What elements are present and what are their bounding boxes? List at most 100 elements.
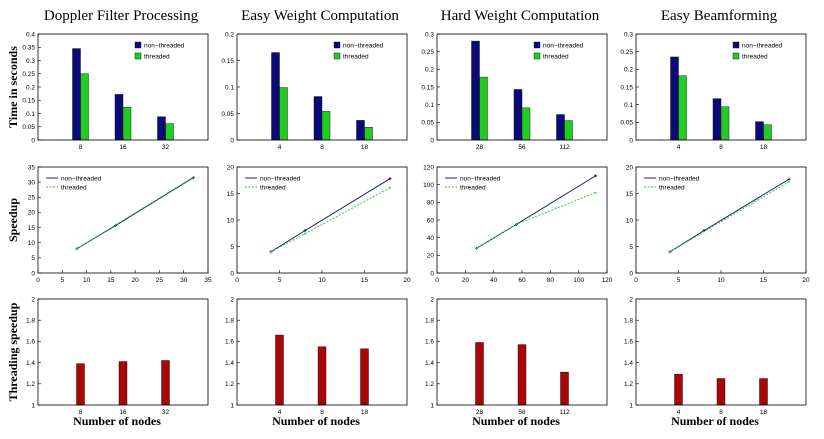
easy-beamforming-threading-xtick-label: 18 <box>760 409 768 416</box>
easy-beamforming-threading-bar-8 <box>716 378 726 406</box>
easy-weight-threading-xtick-label: 18 <box>361 409 369 416</box>
hard-weight-threading-bar-28 <box>475 342 484 406</box>
easy-beamforming-time-legend-non-threaded: non−threaded <box>742 43 783 50</box>
doppler-threading-xtick-label: 32 <box>162 409 170 416</box>
hard-weight-threading-xtick-label: 28 <box>476 409 484 416</box>
easy-weight-threading-xtick-label: 4 <box>278 409 282 416</box>
doppler-threading-bar-8 <box>76 363 85 406</box>
hard-weight-time-ytick-label: 0.3 <box>425 31 434 38</box>
doppler-speedup-xtick-label: 0 <box>36 277 40 284</box>
easy-weight-threading-frame <box>236 298 408 406</box>
doppler-speedup-ytick-label: 35 <box>28 164 36 171</box>
hard-weight-speedup-point-threaded-28 <box>475 247 478 250</box>
hard-weight-time-legend-swatch-non-threaded <box>533 41 541 49</box>
easy-weight-speedup-frame <box>236 166 408 274</box>
chart-doppler-speedup: 0 5 10 15 20 25 30 35 0 5 10 15 20 25 30 35 non−threaded… <box>28 164 212 284</box>
hard-weight-threading-bar-112 <box>560 371 569 406</box>
doppler-speedup-ytick-label: 30 <box>28 179 36 186</box>
doppler-speedup-ytick-label: 5 <box>31 255 35 262</box>
doppler-threading-ytick-label: 2 <box>31 296 35 303</box>
easy-beamforming-time-legend-threaded: threaded <box>742 54 768 61</box>
easy-beamforming-threading-ytick-label: 1 <box>629 402 633 409</box>
easy-weight-speedup-xtick-label: 10 <box>318 277 326 284</box>
easy-weight-threading-ytick-label: 1.2 <box>225 381 234 388</box>
doppler-time-legend-non-threaded: non−threaded <box>144 43 185 50</box>
easy-beamforming-speedup-ytick-label: 0 <box>629 270 633 277</box>
xlabel-easy-weight: Number of nodes <box>272 414 360 428</box>
easy-beamforming-speedup-xtick-label: 0 <box>634 277 638 284</box>
doppler-speedup-point-threaded-16 <box>114 223 117 226</box>
xlabel-hard-weight: Number of nodes <box>472 414 560 428</box>
easy-weight-speedup-line-threaded <box>270 187 391 253</box>
hard-weight-threading-ytick-label: 1.4 <box>425 360 434 367</box>
chart-easy-beamforming-time: 0 0.05 0.1 0.15 0.2 0.25 0.3 4 8 18 non−threaded th… <box>620 31 807 151</box>
doppler-threading-ytick-label: 1.8 <box>26 318 35 325</box>
hard-weight-speedup-xtick-label: 60 <box>518 277 526 284</box>
doppler-time-ytick-label: 0.25 <box>22 71 35 78</box>
chart-easy-beamforming-speedup: 0 5 10 15 20 0 5 10 15 20 non−threaded threaded <box>626 164 810 284</box>
easy-beamforming-speedup-xtick-label: 5 <box>677 277 681 284</box>
xlabel-easy-beamforming: Number of nodes <box>671 414 759 428</box>
doppler-threading-ytick-label: 1.2 <box>26 381 35 388</box>
hard-weight-threading-bar-56 <box>517 344 527 406</box>
easy-beamforming-speedup-ytick-label: 10 <box>626 217 634 224</box>
doppler-time-legend-swatch-non-threaded <box>134 41 142 49</box>
easy-weight-speedup-legend-threaded: threaded <box>260 184 286 191</box>
doppler-speedup-frame <box>37 166 209 274</box>
easy-beamforming-speedup-point-non-threaded-18 <box>787 177 791 181</box>
easy-weight-threading-bar-8 <box>317 346 327 406</box>
easy-weight-speedup-ytick-label: 20 <box>227 164 235 171</box>
easy-weight-speedup-ytick-label: 5 <box>230 244 234 251</box>
doppler-time-ytick-label: 0 <box>31 137 35 144</box>
doppler-time-xtick-label: 32 <box>162 144 170 151</box>
doppler-time-ytick-label: 0.2 <box>26 84 35 91</box>
hard-weight-time-xtick-label: 56 <box>518 144 526 151</box>
easy-beamforming-time-bar-threaded-4 <box>678 75 687 141</box>
easy-beamforming-speedup-line-non-threaded <box>669 178 790 253</box>
easy-weight-time-ytick-label: 0.2 <box>225 31 234 38</box>
doppler-speedup-xtick-label: 15 <box>107 277 115 284</box>
hard-weight-speedup-ytick-label: 100 <box>423 182 434 189</box>
doppler-speedup-legend-threaded: threaded <box>61 184 87 191</box>
doppler-speedup-ytick-label: 20 <box>28 210 36 217</box>
doppler-speedup-ytick-label: 25 <box>28 195 36 202</box>
doppler-threading-ytick-label: 1.4 <box>26 360 35 367</box>
easy-beamforming-threading-ytick-label: 1.4 <box>624 360 633 367</box>
hard-weight-time-bar-non-threaded-56 <box>513 89 523 141</box>
doppler-time-bar-threaded-16 <box>122 106 132 141</box>
easy-weight-time-xtick-label: 8 <box>320 144 324 151</box>
easy-beamforming-speedup-ytick-label: 5 <box>629 244 633 251</box>
doppler-time-ytick-label: 0.1 <box>26 111 35 118</box>
easy-beamforming-time-ytick-label: 0.25 <box>620 49 633 56</box>
hard-weight-time-bar-threaded-28 <box>479 76 488 141</box>
easy-weight-speedup-point-threaded-18 <box>389 186 391 189</box>
easy-beamforming-speedup-point-threaded-18 <box>788 180 790 183</box>
easy-beamforming-time-legend-swatch-non-threaded <box>732 41 740 49</box>
hard-weight-speedup-ytick-label: 60 <box>427 217 435 224</box>
hard-weight-threading-ytick-label: 1.8 <box>425 318 434 325</box>
doppler-time-xtick-label: 8 <box>79 144 83 151</box>
easy-beamforming-time-bar-non-threaded-18 <box>755 121 764 141</box>
hard-weight-threading-xtick-label: 112 <box>559 409 570 416</box>
hard-weight-speedup-xtick-label: 0 <box>435 277 439 284</box>
easy-beamforming-time-ytick-label: 0.05 <box>620 120 633 127</box>
easy-weight-speedup-xtick-label: 5 <box>278 277 282 284</box>
doppler-speedup-point-threaded-8 <box>75 247 78 250</box>
chart-easy-weight-threading: 1 1.2 1.4 1.6 1.8 2 4 8 18 <box>225 296 408 416</box>
easy-weight-speedup-ytick-label: 10 <box>227 217 235 224</box>
easy-weight-threading-bar-4 <box>275 334 284 406</box>
hard-weight-threading-ytick-label: 1.2 <box>425 381 434 388</box>
chart-easy-weight-time: 0 0.05 0.1 0.15 0.2 4 8 18 non−threaded threaded <box>221 31 408 151</box>
hard-weight-threading-ytick-label: 1 <box>430 402 434 409</box>
easy-weight-speedup-point-non-threaded-8 <box>303 229 307 233</box>
easy-beamforming-speedup-frame <box>635 166 807 274</box>
hard-weight-time-xtick-label: 28 <box>476 144 484 151</box>
hard-weight-speedup-ytick-label: 40 <box>427 235 435 242</box>
easy-beamforming-threading-frame <box>635 298 807 406</box>
doppler-threading-bar-16 <box>118 361 128 406</box>
easy-weight-time-ytick-label: 0 <box>230 137 234 144</box>
easy-weight-threading-ytick-label: 2 <box>230 296 234 303</box>
easy-weight-time-frame <box>236 33 408 141</box>
title-easy-weight: Easy Weight Computation <box>241 8 399 24</box>
